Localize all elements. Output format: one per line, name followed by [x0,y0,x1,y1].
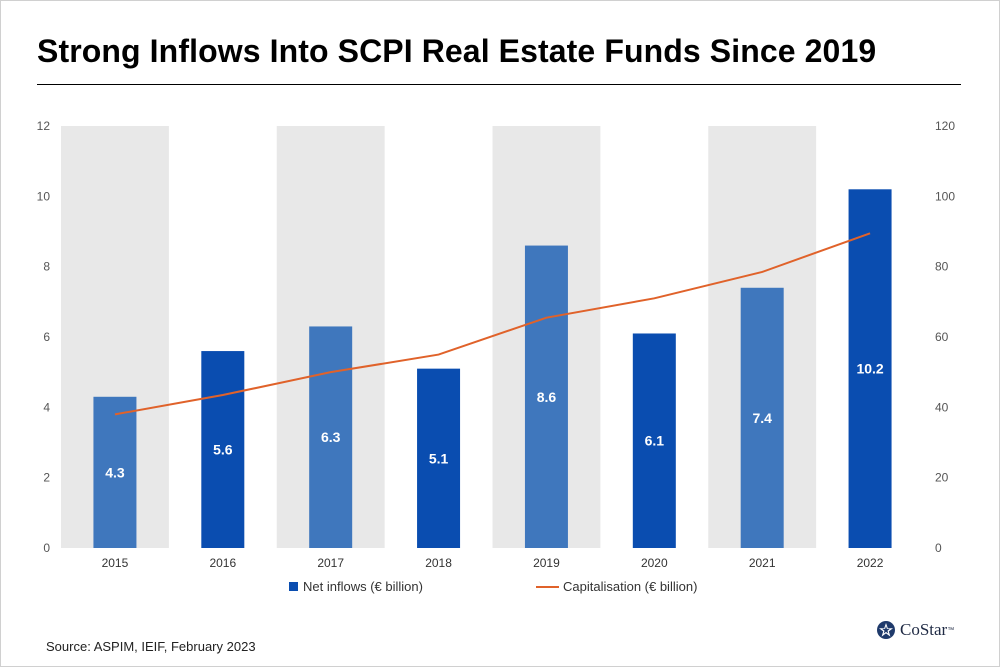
bar-label-2019: 8.6 [537,389,557,405]
legend-label-net-inflows: Net inflows (€ billion) [303,579,423,594]
right-axis-tick-0: 0 [935,541,942,555]
x-axis-tick-2021: 2021 [749,556,776,570]
chart-title: Strong Inflows Into SCPI Real Estate Fun… [37,33,877,69]
title-divider [37,84,961,85]
x-axis-tick-2015: 2015 [102,556,129,570]
bar-2020 [632,333,676,548]
bar-2021 [740,287,784,548]
x-axis-tick-2019: 2019 [533,556,560,570]
source-note: Source: ASPIM, IEIF, February 2023 [46,639,256,654]
bar-2017 [309,326,353,548]
x-axis-tick-2017: 2017 [317,556,344,570]
left-axis-tick-4: 4 [43,400,50,414]
bar-label-2018: 5.1 [429,450,449,466]
bar-label-2017: 6.3 [321,429,341,445]
legend-swatch-net-inflows [289,582,298,591]
bar-label-2016: 5.6 [213,442,233,458]
right-axis-tick-120: 120 [935,119,955,133]
right-axis-tick-80: 80 [935,260,949,274]
left-axis-tick-10: 10 [37,189,51,203]
logo-trademark: ™ [947,626,955,634]
right-axis-tick-60: 60 [935,330,949,344]
right-axis-tick-40: 40 [935,400,949,414]
bar-2016 [201,351,245,548]
bar-label-2020: 6.1 [645,433,665,449]
left-axis-tick-2: 2 [43,471,50,485]
left-axis-tick-12: 12 [37,119,51,133]
logo-text: CoStar [900,620,948,639]
bar-label-2015: 4.3 [105,464,125,480]
left-axis-tick-6: 6 [43,330,50,344]
bar-2022 [848,189,892,549]
bar-2019 [524,245,568,549]
legend-label-capitalisation: Capitalisation (€ billion) [563,579,697,594]
bar-label-2021: 7.4 [752,410,772,426]
capitalisation-line [114,232,871,416]
costar-logo: CoStar ™ [876,620,954,640]
costar-star-logo-icon [877,621,895,639]
x-axis-tick-2020: 2020 [641,556,668,570]
bar-2018 [417,368,461,548]
x-axis-tick-2016: 2016 [209,556,236,570]
left-axis-tick-8: 8 [43,260,50,274]
x-axis-tick-2022: 2022 [857,556,884,570]
right-axis-tick-20: 20 [935,471,949,485]
right-axis-tick-100: 100 [935,189,955,203]
left-axis-tick-0: 0 [43,541,50,555]
bar-label-2022: 10.2 [856,361,883,377]
bar-2015 [93,396,137,548]
x-axis-tick-2018: 2018 [425,556,452,570]
